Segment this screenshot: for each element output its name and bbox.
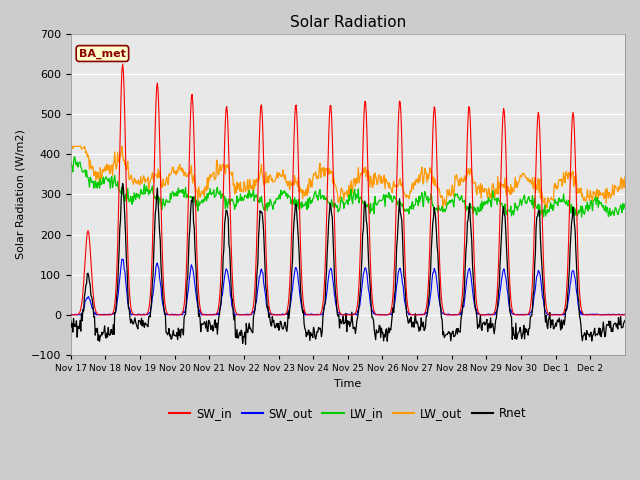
Text: BA_met: BA_met xyxy=(79,48,126,59)
Legend: SW_in, SW_out, LW_in, LW_out, Rnet: SW_in, SW_out, LW_in, LW_out, Rnet xyxy=(164,403,531,425)
Title: Solar Radiation: Solar Radiation xyxy=(290,15,406,30)
X-axis label: Time: Time xyxy=(334,379,362,389)
Y-axis label: Solar Radiation (W/m2): Solar Radiation (W/m2) xyxy=(15,130,25,259)
